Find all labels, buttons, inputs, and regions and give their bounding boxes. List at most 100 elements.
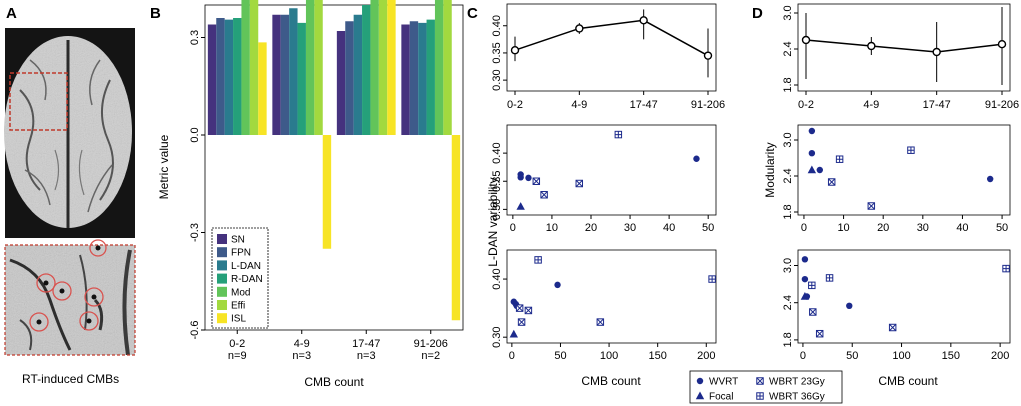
- xtick-label: 0-2: [798, 99, 814, 111]
- n-label: n=3: [292, 350, 311, 362]
- mean-point: [932, 47, 941, 57]
- bar-r-dan-91-206: [426, 19, 435, 135]
- xtick-label: 0: [509, 350, 515, 362]
- point-wbrt-36gy: [534, 256, 542, 264]
- bar-mod-17-47: [370, 0, 379, 135]
- marker-plus: [708, 275, 716, 283]
- xtick-label: 91-206: [691, 99, 725, 111]
- point-wvrt: [808, 127, 816, 135]
- plot-frame-b: [204, 4, 464, 331]
- point-wbrt-23gy: [756, 377, 764, 385]
- mean-point: [867, 41, 876, 51]
- bar-fpn-91-206: [409, 21, 419, 135]
- xtick-label: 200: [991, 350, 1009, 362]
- ytick-label: 2.4: [782, 295, 794, 310]
- bar-l-dan-4-9: [289, 8, 298, 135]
- legend-label-l-dan: L-DAN: [231, 261, 261, 272]
- marker-plus: [808, 282, 816, 289]
- plot-frame: [797, 249, 1011, 344]
- bar-fpn-0-2: [216, 18, 225, 135]
- xtick-label: 40: [663, 222, 675, 234]
- ytick-label: 0.0: [189, 127, 201, 142]
- xtick-label: 50: [996, 222, 1008, 234]
- panel-label-c: C: [467, 5, 478, 22]
- marker-plus: [534, 256, 542, 264]
- legend-label-fpn: FPN: [231, 248, 251, 259]
- legend-label-wbrt-23gy: WBRT 23Gy: [769, 377, 825, 388]
- legend-swatch-effi: [217, 300, 227, 310]
- legend-b: SN FPN L-DAN R-DAN Mod Effi ISL: [211, 227, 269, 329]
- bar-effi-91-206: [443, 0, 452, 135]
- ytick-label: 3.0: [782, 258, 794, 273]
- marker-plus: [756, 392, 764, 400]
- xlabel-b: CMB count: [304, 375, 364, 389]
- chart-c: 0.30 0.35 0.40 0-2 4-9 17-47 91-206 0.30 0.35 0.4…: [486, 3, 725, 388]
- xtick-label: 0-2: [229, 338, 245, 350]
- panel-label-d: D: [752, 5, 763, 22]
- bar-mod-4-9: [305, 0, 315, 135]
- bar-mod-91-206: [434, 0, 444, 135]
- roi-box: [9, 72, 68, 131]
- xtick-label: 0: [800, 350, 806, 362]
- point-wbrt-36gy: [756, 392, 764, 400]
- marker-cross: [596, 318, 604, 326]
- plot-frame: [797, 3, 1011, 92]
- ytick-label: -0.6: [189, 321, 201, 340]
- point-focal: [807, 165, 817, 174]
- point-wvrt: [986, 175, 994, 183]
- marker-cross: [867, 202, 875, 210]
- bar-l-dan-0-2: [224, 19, 234, 135]
- bar-r-dan-0-2: [233, 18, 242, 135]
- mean-point: [639, 16, 648, 25]
- xtick-label: 0-2: [507, 99, 523, 111]
- legend-swatch-sn: [217, 234, 227, 244]
- legend-swatch-mod: [217, 286, 227, 297]
- ytick-label: 0.30: [491, 199, 503, 220]
- marker-cross: [816, 330, 824, 338]
- xtick-label: 20: [877, 222, 889, 234]
- legend-swatch-fpn: [217, 247, 227, 258]
- group-legend: WVRT WBRT 23Gy Focal WBRT 36Gy: [689, 370, 843, 404]
- point-focal: [695, 391, 705, 400]
- cmb-circles: [29, 239, 107, 332]
- bar-r-dan-17-47: [362, 5, 371, 135]
- legend-label-isl: ISL: [231, 314, 246, 325]
- point-wbrt-23gy: [517, 318, 526, 326]
- marker-plus: [907, 146, 915, 154]
- legend-label-wbrt-36gy: WBRT 36Gy: [769, 392, 825, 403]
- caption-rt-cmbs: RT-induced CMBs: [22, 372, 119, 386]
- mean-point: [510, 46, 520, 55]
- legend-label-r-dan: R-DAN: [231, 274, 263, 285]
- ytick-label: 0.30: [491, 326, 503, 347]
- bar-r-dan-4-9: [297, 22, 306, 135]
- xtick-label: 50: [702, 222, 714, 234]
- marker-cross: [809, 308, 817, 316]
- mean-point: [575, 24, 584, 33]
- point-wbrt-36gy: [907, 146, 915, 154]
- xtick-label: 50: [846, 350, 858, 362]
- plot-frame: [797, 124, 1011, 216]
- point-focal: [509, 329, 519, 338]
- point-wvrt: [846, 302, 853, 309]
- ylabel-b: Metric value: [157, 134, 171, 199]
- ytick-label: 0.40: [491, 142, 503, 163]
- xtick-label: 20: [585, 222, 597, 234]
- ytick-label: 3.0: [782, 132, 794, 147]
- marker-cross: [540, 191, 548, 199]
- legend-swatch-isl: [217, 313, 227, 324]
- ytick-label: 0.40: [491, 15, 503, 36]
- legend-swatch-l-dan: [217, 260, 227, 271]
- point-wbrt-23gy: [540, 191, 548, 199]
- point-wbrt-23gy: [515, 304, 524, 312]
- xtick-label: 91-206: [985, 99, 1019, 111]
- xtick-label: 17-47: [630, 99, 658, 111]
- bar-sn-4-9: [272, 14, 281, 135]
- xtick-label: 150: [648, 350, 666, 362]
- bar-sn-17-47: [336, 31, 346, 135]
- xtick-label: 200: [697, 350, 715, 362]
- xtick-label: 10: [837, 222, 849, 234]
- xtick-label: 17-47: [923, 99, 951, 111]
- point-wbrt-36gy: [708, 275, 716, 283]
